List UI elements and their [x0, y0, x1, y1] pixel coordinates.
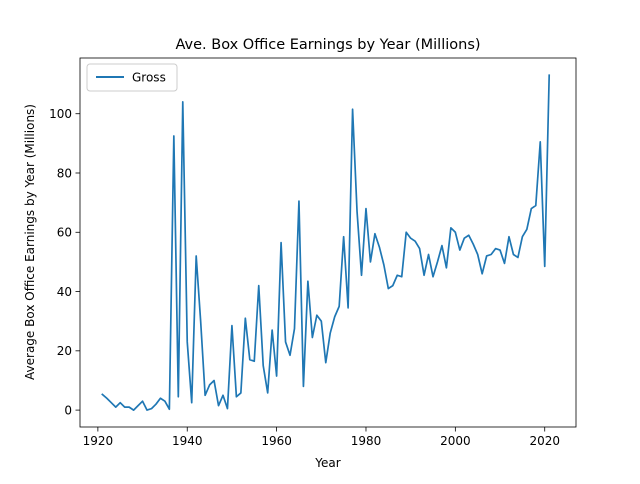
x-tick-label-2000: 2000	[440, 434, 471, 448]
chart-title: Ave. Box Office Earnings by Year (Millio…	[175, 37, 480, 53]
y-tick-label-0: 0	[64, 403, 72, 417]
y-tick-label-60: 60	[57, 226, 72, 240]
legend-label-gross: Gross	[132, 71, 166, 85]
y-tick-label-40: 40	[57, 285, 72, 299]
x-tick-label-1960: 1960	[261, 434, 292, 448]
y-tick-label-20: 20	[57, 344, 72, 358]
x-tick-label-2020: 2020	[529, 434, 560, 448]
y-tick-label-80: 80	[57, 166, 72, 180]
legend: Gross	[87, 64, 177, 91]
y-tick-label-100: 100	[49, 107, 72, 121]
axes: 1920 1940 1960 1980 2000 2020 0 20 40 60 80 100	[49, 58, 576, 448]
plot-area	[102, 75, 549, 410]
x-tick-label-1940: 1940	[172, 434, 203, 448]
series-line-gross	[102, 75, 549, 410]
x-axis-label: Year	[314, 456, 340, 470]
y-axis-label: Average Box Office Earnings by Year (Mil…	[23, 104, 37, 380]
axes-frame	[80, 58, 576, 427]
x-tick-label-1920: 1920	[83, 434, 114, 448]
x-tick-label-1980: 1980	[351, 434, 382, 448]
